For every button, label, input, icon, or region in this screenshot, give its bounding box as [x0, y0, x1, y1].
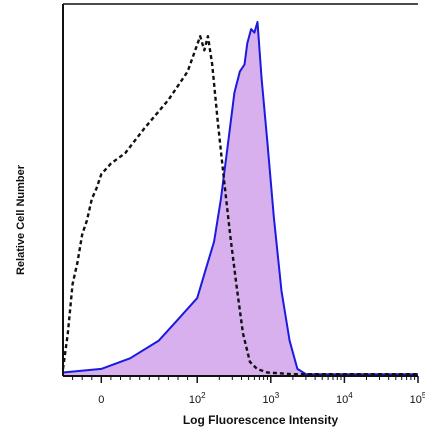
x-axis-ticks: 0 102 103 104 105: [72, 376, 425, 406]
x-tick-label: 0: [98, 394, 104, 406]
x-tick-label: 103: [262, 391, 279, 406]
x-tick-label: 105: [410, 391, 425, 406]
axes: [62, 3, 418, 377]
plot-area: [61, 21, 418, 376]
filled-histogram-area: [63, 22, 418, 376]
x-axis-label: Log Fluorescence Intensity: [183, 413, 339, 427]
dashed-histogram-outline: [61, 35, 418, 376]
x-tick-label: 102: [189, 391, 206, 406]
x-tick-label: 104: [336, 391, 353, 406]
y-axis-label: Relative Cell Number: [15, 164, 27, 275]
filled-histogram-outline: [62, 21, 418, 376]
